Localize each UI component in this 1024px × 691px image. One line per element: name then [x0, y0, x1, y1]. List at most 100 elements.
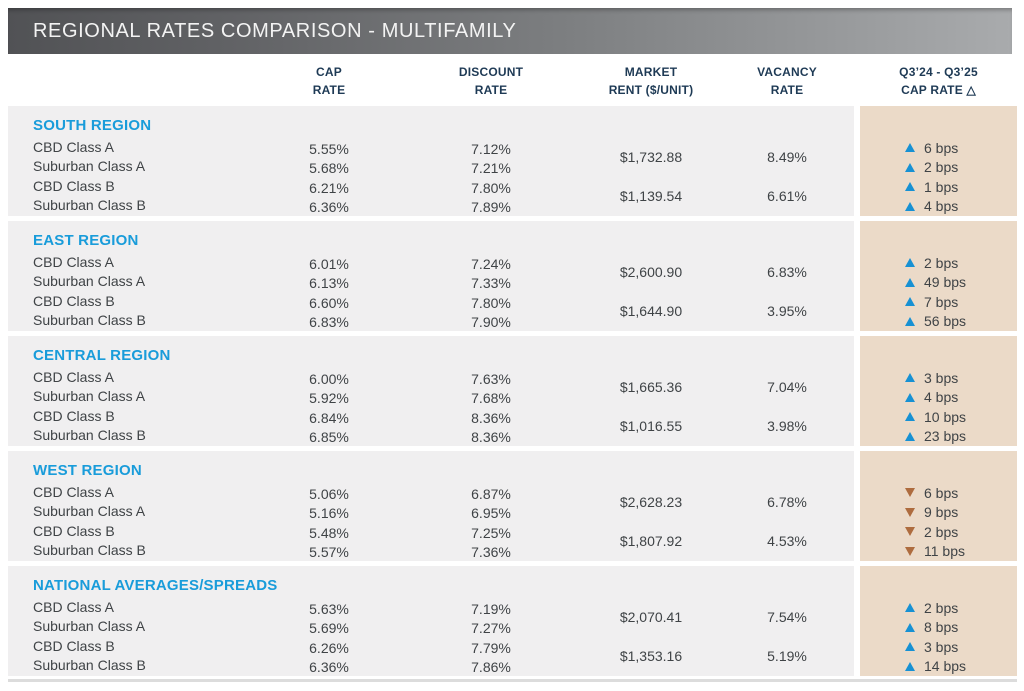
column-header-cap-rate-change: Q3’24 - Q3’25 CAP RATE △ — [860, 64, 1017, 99]
region-title: SOUTH REGION — [33, 117, 152, 134]
row-label: CBD Class B — [33, 637, 115, 654]
change-column-background — [860, 106, 1017, 216]
up-triangle-icon — [905, 162, 915, 172]
region-title: WEST REGION — [33, 462, 142, 479]
cap-rate-value: 6.00% — [309, 370, 349, 387]
cap-rate-change: 3 bps — [860, 636, 1017, 656]
cap-rate-change: 1 bps — [860, 176, 1017, 196]
vacancy-rate-value: 4.53% — [767, 532, 807, 549]
row-label: CBD Class B — [33, 292, 115, 309]
column-header-line: RATE — [474, 82, 508, 97]
region-title: NATIONAL AVERAGES/SPREADS — [33, 577, 278, 594]
cap-rate-value: 5.92% — [309, 390, 349, 407]
discount-rate-value: 8.36% — [471, 409, 511, 426]
cap-rate-value: 6.21% — [309, 179, 349, 196]
cap-rate-value: 6.84% — [309, 409, 349, 426]
cap-rate-value: 5.55% — [309, 140, 349, 157]
up-triangle-icon — [905, 201, 915, 211]
market-rent-value: $1,732.88 — [619, 148, 683, 165]
market-rent-value: $1,644.90 — [619, 302, 683, 319]
region-section: SOUTH REGION CBD Class A 5.55% 7.12% 6 bps Su… — [8, 106, 1017, 216]
vacancy-rate-value: 5.19% — [767, 647, 807, 664]
change-value: 6 bps — [924, 139, 959, 156]
discount-rate-value: 7.80% — [471, 294, 511, 311]
vacancy-rate-value: 7.04% — [767, 378, 807, 395]
row-label: Suburban Class A — [33, 388, 146, 405]
market-rent-value: $1,353.16 — [619, 647, 683, 664]
cap-rate-change: 49 bps — [860, 272, 1017, 292]
vacancy-rate-value: 3.95% — [767, 302, 807, 319]
change-value: 4 bps — [924, 198, 959, 215]
change-value: 4 bps — [924, 389, 959, 406]
discount-rate-value: 6.87% — [471, 485, 511, 502]
row-label: Suburban Class A — [33, 618, 146, 635]
change-value: 7 bps — [924, 293, 959, 310]
column-header-vacancy-rate: VACANCY RATE — [720, 64, 854, 99]
column-header-line: MARKET — [624, 65, 678, 80]
vacancy-rate-value: 3.98% — [767, 417, 807, 434]
market-rent-value: $2,628.23 — [619, 493, 683, 510]
down-triangle-icon — [905, 507, 915, 517]
vacancy-rate-value: 6.83% — [767, 263, 807, 280]
row-label: Suburban Class B — [33, 427, 146, 444]
discount-rate-value: 7.27% — [471, 620, 511, 637]
discount-rate-value: 7.80% — [471, 179, 511, 196]
market-rent-value: $1,139.54 — [619, 187, 683, 204]
market-rent-value: $1,807.92 — [619, 532, 683, 549]
cap-rate-value: 5.16% — [309, 505, 349, 522]
row-label: Suburban Class A — [33, 158, 146, 175]
row-band-background — [8, 566, 854, 676]
change-column-background — [860, 451, 1017, 561]
up-triangle-icon — [905, 277, 915, 287]
change-value: 2 bps — [924, 254, 959, 271]
column-header-row: CAP RATE DISCOUNT RATE MARKET RENT ($/UN… — [8, 54, 1017, 106]
discount-rate-value: 6.95% — [471, 505, 511, 522]
column-header-discount-rate: DISCOUNT RATE — [400, 64, 582, 99]
up-triangle-icon — [905, 431, 915, 441]
region-title: EAST REGION — [33, 232, 139, 249]
change-column-background — [860, 221, 1017, 331]
column-header-line: RATE — [770, 82, 804, 97]
change-value: 3 bps — [924, 369, 959, 386]
column-header-line: CAP RATE — [901, 82, 963, 97]
cap-rate-value: 6.85% — [309, 429, 349, 446]
cap-rate-value: 6.83% — [309, 314, 349, 331]
discount-rate-value: 7.36% — [471, 544, 511, 561]
discount-rate-value: 8.36% — [471, 429, 511, 446]
cap-rate-value: 5.57% — [309, 544, 349, 561]
discount-rate-value: 7.63% — [471, 370, 511, 387]
up-triangle-icon — [905, 412, 915, 422]
discount-rate-value: 7.86% — [471, 659, 511, 676]
discount-rate-value: 7.79% — [471, 639, 511, 656]
region-section: EAST REGION CBD Class A 6.01% 7.24% 2 bps Sub… — [8, 221, 1017, 331]
cap-rate-change: 3 bps — [860, 367, 1017, 387]
up-triangle-icon — [905, 661, 915, 671]
change-column-background — [860, 336, 1017, 446]
column-header-line: Q3’24 - Q3’25 — [899, 65, 978, 80]
cap-rate-change: 2 bps — [860, 252, 1017, 272]
region-section: WEST REGION CBD Class A 5.06% 6.87% 6 bps Sub… — [8, 451, 1017, 561]
cap-rate-value: 5.48% — [309, 524, 349, 541]
delta-triangle-icon: △ — [966, 82, 976, 97]
discount-rate-value: 7.12% — [471, 140, 511, 157]
up-triangle-icon — [905, 603, 915, 613]
row-label: Suburban Class A — [33, 273, 146, 290]
vacancy-rate-value: 7.54% — [767, 608, 807, 625]
discount-rate-value: 7.19% — [471, 600, 511, 617]
column-header-line: RENT ($/UNIT) — [608, 82, 694, 97]
discount-rate-value: 7.68% — [471, 390, 511, 407]
change-value: 1 bps — [924, 178, 959, 195]
row-label: CBD Class A — [33, 138, 114, 155]
cap-rate-change: 2 bps — [860, 157, 1017, 177]
change-value: 2 bps — [924, 599, 959, 616]
row-label: Suburban Class B — [33, 542, 146, 559]
cap-rate-change: 8 bps — [860, 617, 1017, 637]
change-value: 2 bps — [924, 523, 959, 540]
market-rent-value: $2,600.90 — [619, 263, 683, 280]
vacancy-rate-value: 8.49% — [767, 148, 807, 165]
cap-rate-change: 10 bps — [860, 406, 1017, 426]
change-value: 49 bps — [924, 274, 967, 291]
market-rent-value: $1,665.36 — [619, 378, 683, 395]
down-triangle-icon — [905, 546, 915, 556]
change-value: 9 bps — [924, 504, 959, 521]
